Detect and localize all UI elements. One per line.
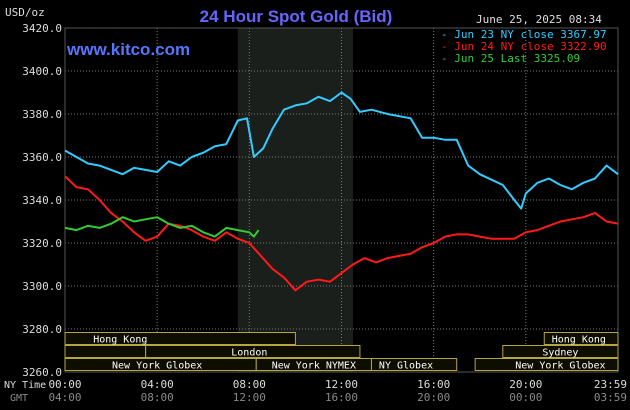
x-tick-gmt: 00:00	[509, 391, 542, 404]
x-tick-ny: 16:00	[417, 378, 450, 391]
x-tick-gmt: 20:00	[417, 391, 450, 404]
legend: - Jun 23 NY close 3367.97 - Jun 24 NY cl…	[441, 28, 607, 65]
legend-item-jun24: - Jun 24 NY close 3322.90	[441, 40, 607, 53]
legend-bullet: -	[441, 28, 454, 41]
legend-label-jun25: Jun 25 Last 3325.09	[454, 52, 580, 65]
x-tick-ny: 08:00	[233, 378, 266, 391]
x-tick-ny: 12:00	[325, 378, 358, 391]
y-tick-label: 3280.0	[22, 323, 62, 336]
y-axis-ticks: 3420.0 3400.0 3380.0 3360.0 3340.0 3320.0 3300…	[22, 22, 62, 379]
x-tick-ny: 04:00	[141, 378, 174, 391]
y-tick-label: 3300.0	[22, 280, 62, 293]
session-bar	[474, 358, 619, 371]
series-line-0	[64, 91, 619, 210]
legend-label-jun24: Jun 24 NY close 3322.90	[454, 40, 606, 53]
session-label: NY Globex	[379, 361, 433, 372]
website-watermark: www.kitco.com	[66, 40, 190, 59]
session-label: Hong Kong	[552, 335, 606, 346]
series-line-2	[64, 216, 260, 238]
x-tick-ny: 20:00	[509, 378, 542, 391]
series-line-1	[64, 175, 619, 292]
x-tick-gmt: 08:00	[141, 391, 174, 404]
grid-lines	[64, 27, 619, 373]
y-tick-label: 3260.0	[22, 366, 62, 379]
x-axis-ticks: 00:0004:0004:0008:0008:0012:0012:0016:00…	[48, 378, 627, 404]
ny-time-row-label: NY Time	[4, 380, 46, 391]
x-tick-gmt: 12:00	[233, 391, 266, 404]
y-tick-label: 3420.0	[22, 22, 62, 35]
x-tick-ny: 00:00	[48, 378, 81, 391]
session-label: Hong Kong	[93, 335, 147, 346]
legend-bullet: -	[441, 52, 454, 65]
session-bar	[370, 358, 458, 371]
price-series	[64, 91, 619, 292]
y-tick-label: 3320.0	[22, 237, 62, 250]
chart-title: 24 Hour Spot Gold (Bid)	[200, 7, 393, 26]
timestamp: June 25, 2025 08:34	[476, 13, 602, 26]
legend-item-jun25: - Jun 25 Last 3325.09	[441, 52, 580, 65]
plot-frame	[64, 27, 619, 373]
legend-label-jun23: Jun 23 NY close 3367.97	[454, 28, 606, 41]
session-bar	[145, 345, 361, 358]
market-session-bars: Hong Kong Hong Kong London Sydney New York G…	[64, 332, 619, 372]
y-unit-label: USD/oz	[5, 6, 45, 19]
x-tick-gmt: 04:00	[48, 391, 81, 404]
y-tick-label: 3380.0	[22, 108, 62, 121]
y-tick-label: 3400.0	[22, 65, 62, 78]
session-label: London	[231, 348, 267, 359]
session-label: New York Globex	[112, 361, 202, 372]
session-label: New York NYMEX	[272, 361, 356, 372]
session-bar	[64, 345, 147, 358]
legend-item-jun23: - Jun 23 NY close 3367.97	[441, 28, 607, 41]
session-bar	[502, 345, 619, 358]
y-tick-label: 3340.0	[22, 194, 62, 207]
x-tick-gmt: 03:59	[594, 391, 627, 404]
session-bar	[64, 332, 296, 345]
session-bar	[543, 332, 619, 345]
x-tick-ny: 23:59	[594, 378, 627, 391]
gmt-row-label: GMT	[10, 393, 28, 404]
y-tick-label: 3360.0	[22, 151, 62, 164]
session-label: New York Globex	[515, 361, 605, 372]
legend-bullet: -	[441, 40, 454, 53]
session-label: Sydney	[542, 348, 578, 359]
x-tick-gmt: 16:00	[325, 391, 358, 404]
